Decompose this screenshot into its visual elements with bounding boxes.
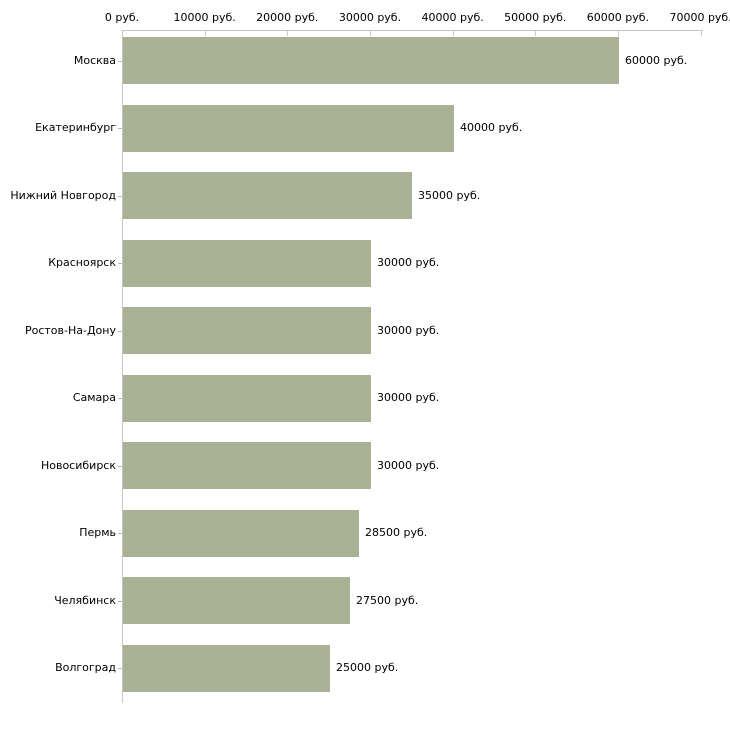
x-tick-mark [535, 31, 537, 36]
x-tick-label: 40000 руб. [421, 11, 484, 24]
category-label: Самара [72, 391, 116, 404]
y-tick-mark [118, 196, 122, 197]
value-label: 30000 руб. [377, 391, 440, 404]
y-tick-mark [118, 398, 122, 399]
x-tick-label: 20000 руб. [256, 11, 319, 24]
y-tick-mark [118, 61, 122, 62]
bar [123, 374, 371, 422]
value-label: 30000 руб. [377, 323, 440, 337]
x-tick-mark [287, 31, 289, 36]
value-label: 30000 руб. [377, 458, 440, 472]
category-label: Ростов-На-Дону [24, 323, 116, 337]
bar [123, 172, 412, 219]
y-tick-mark [118, 668, 122, 669]
x-tick-label: 60000 руб. [586, 11, 650, 24]
x-tick-label: 30000 руб. [338, 11, 402, 24]
value-label: 28500 руб. [365, 526, 428, 539]
x-tick-mark [700, 31, 702, 36]
value-label: 60000 руб. [625, 53, 688, 67]
bar [123, 104, 454, 152]
x-tick-label: 10000 руб. [173, 11, 236, 24]
x-tick-label: 70000 руб. [669, 11, 730, 24]
y-axis-line [122, 30, 123, 703]
category-label: Екатеринбург [35, 121, 116, 134]
value-label: 40000 руб. [460, 121, 523, 134]
x-tick-mark [617, 31, 619, 36]
value-label: 30000 руб. [377, 256, 440, 269]
bar [123, 577, 350, 624]
y-tick-mark [118, 128, 122, 129]
bar [123, 307, 371, 354]
bar [123, 644, 330, 692]
y-tick-mark [118, 466, 122, 467]
x-tick-label: 50000 руб. [504, 11, 567, 24]
bar [123, 239, 371, 287]
x-tick-mark [204, 31, 206, 36]
value-label: 27500 руб. [356, 593, 419, 607]
y-tick-mark [118, 533, 122, 534]
y-tick-mark [118, 601, 122, 602]
category-label: Красноярск [48, 256, 116, 269]
category-label: Челябинск [54, 593, 116, 607]
category-label: Пермь [79, 526, 116, 539]
bar [123, 37, 619, 84]
x-tick-mark [369, 31, 371, 36]
category-label: Нижний Новгород [10, 188, 116, 202]
x-tick-mark [452, 31, 454, 36]
bar [123, 509, 359, 557]
x-tick-label: 0 руб. [104, 11, 140, 24]
value-label: 25000 руб. [336, 661, 399, 674]
y-tick-mark [118, 263, 122, 264]
value-label: 35000 руб. [418, 188, 481, 202]
bar [123, 442, 371, 489]
category-label: Москва [73, 53, 116, 67]
y-tick-mark [118, 331, 122, 332]
category-label: Волгоград [55, 661, 116, 674]
category-label: Новосибирск [40, 458, 116, 472]
x-axis-line [122, 30, 703, 31]
